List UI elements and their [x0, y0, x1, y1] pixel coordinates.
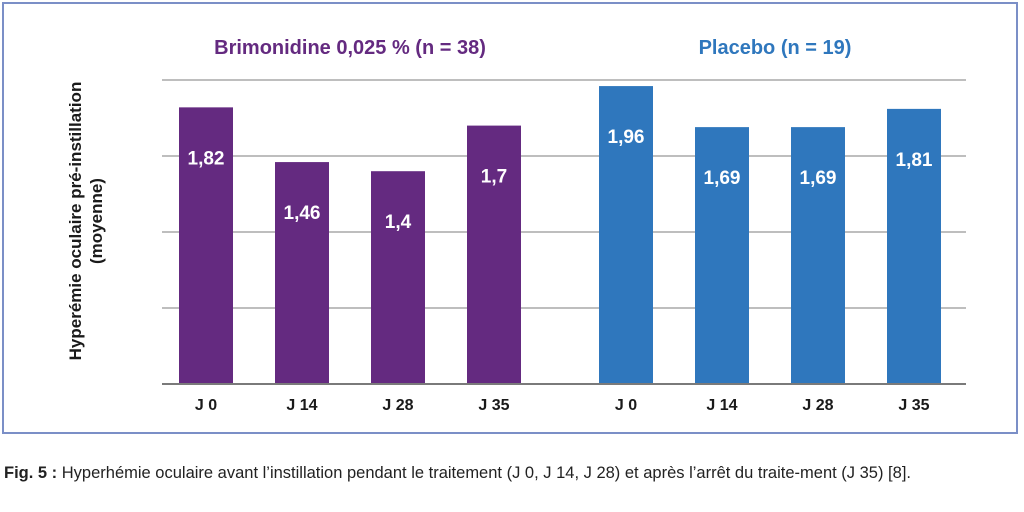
- group-title: Placebo (n = 19): [699, 37, 852, 59]
- data-label: 1,96: [608, 127, 645, 148]
- data-label: 1,69: [800, 168, 837, 189]
- caption-text: Hyperhémie oculaire avant l’instillation…: [57, 464, 911, 482]
- x-tick-label: J 35: [478, 397, 509, 414]
- bar: [179, 107, 233, 385]
- data-label: 1,46: [284, 203, 321, 224]
- data-label: 1,81: [896, 150, 933, 171]
- bar: [371, 171, 425, 384]
- bar: [599, 86, 653, 384]
- x-tick-label: J 35: [898, 397, 929, 414]
- bar: [467, 125, 521, 384]
- y-axis-label: Hyperémie oculaire pré-instillation (moy…: [42, 46, 130, 396]
- y-axis-label-line-1: Hyperémie oculaire pré-instillation: [66, 81, 85, 361]
- bar: [695, 127, 749, 385]
- data-label: 1,4: [385, 212, 412, 233]
- x-tick-label: J 28: [382, 397, 413, 414]
- x-tick-label: J 28: [802, 397, 833, 414]
- caption-label: Fig. 5 :: [4, 464, 58, 482]
- data-label: 1,69: [704, 168, 741, 189]
- x-tick-label: J 14: [706, 397, 737, 414]
- bar: [275, 162, 329, 384]
- y-axis-label-line-2: (moyenne): [87, 178, 106, 264]
- figure-caption: Fig. 5 : Hyperhémie oculaire avant l’ins…: [4, 462, 1020, 484]
- group-title: Brimonidine 0,025 % (n = 38): [214, 37, 486, 59]
- x-tick-label: J 0: [195, 397, 217, 414]
- x-tick-label: J 0: [615, 397, 637, 414]
- bar: [887, 108, 941, 384]
- data-label: 1,82: [188, 148, 225, 169]
- x-tick-label: J 14: [286, 397, 317, 414]
- data-label: 1,7: [481, 167, 507, 188]
- bar-chart: Brimonidine 0,025 % (n = 38) 1,82 J 0 1,46 J…: [162, 37, 966, 414]
- bar: [791, 127, 845, 385]
- figure-frame: Brimonidine 0,025 % (n = 38) 1,82 J 0 1,46 J…: [2, 2, 1018, 434]
